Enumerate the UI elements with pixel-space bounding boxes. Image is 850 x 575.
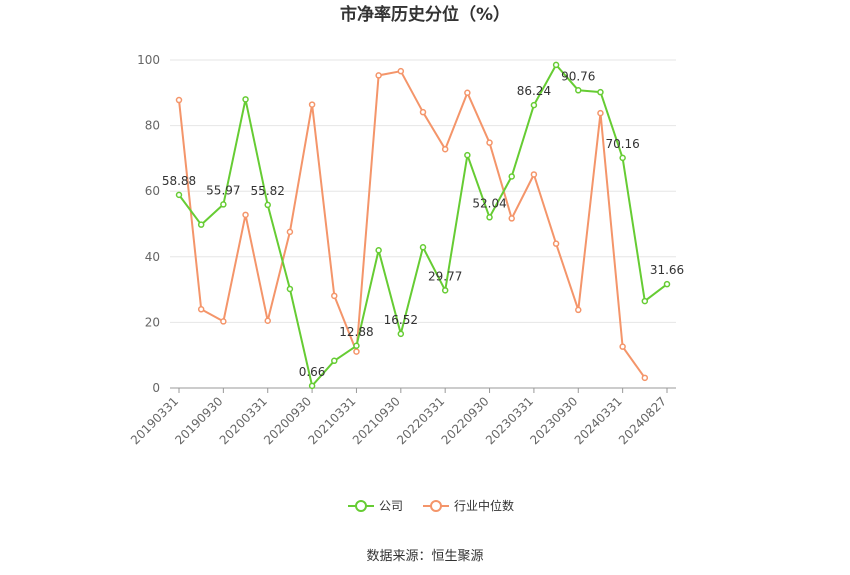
- series-point-1: [419, 108, 427, 116]
- series-point-1: [486, 139, 493, 146]
- series-point-0: [508, 173, 515, 180]
- series-line-1: [178, 70, 646, 379]
- series-point-1: [353, 348, 360, 355]
- series-point-0: [464, 151, 471, 159]
- series-point-0: [375, 246, 382, 254]
- y-tick-label: 60: [145, 184, 160, 198]
- series-point-1: [242, 211, 249, 219]
- source-note: 数据来源：恒生聚源: [366, 549, 483, 564]
- series-point-0: [397, 330, 405, 338]
- series-point-1: [308, 101, 316, 108]
- series-point-0: [331, 357, 338, 365]
- series-point-0: [530, 101, 538, 109]
- legend: 公司 行业中位数: [348, 498, 514, 513]
- series-point-0: [308, 382, 316, 390]
- series-point-0: [619, 154, 626, 162]
- chart-title: 市净率历史分位（%）: [340, 4, 510, 25]
- series-point-1: [597, 109, 604, 117]
- axes: 0204060801002019033120190930202003312020…: [128, 53, 676, 447]
- series-point-1: [397, 67, 405, 75]
- legend-label: 公司: [379, 499, 403, 513]
- series-point-0: [220, 201, 227, 208]
- series-point-1: [286, 228, 294, 236]
- series-point-0: [552, 61, 560, 69]
- series-point-0: [441, 287, 449, 294]
- series-point-0: [597, 88, 604, 96]
- data-label: 52.04: [472, 196, 506, 210]
- y-tick-label: 40: [145, 250, 160, 264]
- data-label: 86.24: [517, 84, 551, 98]
- series-point-0: [641, 297, 649, 305]
- series-point-1: [175, 96, 183, 104]
- x-tick-label: 20240827: [616, 394, 669, 447]
- series-point-0: [663, 280, 671, 288]
- y-tick-label: 80: [145, 119, 160, 133]
- series-point-1: [464, 89, 471, 97]
- legend-marker: [430, 500, 442, 512]
- series-point-0: [575, 87, 582, 94]
- data-label: 58.88: [162, 174, 196, 188]
- series-point-1: [441, 145, 449, 153]
- series-point-0: [419, 244, 427, 251]
- data-label: 29.77: [428, 269, 462, 283]
- series-point-0: [264, 201, 271, 209]
- data-labels: 58.88 55.97 55.82 0.66 12.88 16.52 29.77 52.04 8…: [162, 69, 684, 379]
- series-point-0: [242, 96, 249, 103]
- legend-marker: [355, 500, 367, 512]
- series-point-1: [575, 306, 582, 314]
- series-point-1: [220, 318, 227, 325]
- y-tick-label: 100: [137, 53, 160, 67]
- y-tick-label: 20: [145, 315, 160, 329]
- data-label: 16.52: [384, 313, 418, 327]
- data-label: 90.76: [561, 69, 595, 83]
- series-point-1: [264, 317, 271, 325]
- legend-label: 行业中位数: [454, 498, 514, 513]
- data-label: 12.88: [339, 325, 373, 339]
- series-point-1: [375, 72, 382, 79]
- data-label: 55.97: [206, 183, 240, 197]
- data-label: 31.66: [650, 263, 684, 277]
- series-point-0: [286, 285, 294, 293]
- series-point-1: [619, 343, 626, 350]
- series-layer: [175, 61, 671, 390]
- data-label: 55.82: [251, 184, 285, 198]
- legend-item-0: 公司: [348, 499, 403, 513]
- series-point-0: [353, 342, 360, 350]
- series-point-1: [331, 292, 338, 300]
- series-point-1: [552, 240, 560, 247]
- series-point-1: [641, 374, 649, 382]
- series-point-1: [508, 215, 515, 222]
- series-point-0: [175, 191, 183, 199]
- series-point-1: [197, 306, 205, 313]
- data-label: 70.16: [605, 137, 639, 151]
- data-label: 0.66: [299, 365, 326, 379]
- series-point-1: [530, 171, 538, 178]
- legend-item-1: 行业中位数: [423, 498, 514, 513]
- series-point-0: [486, 214, 493, 221]
- y-tick-label: 0: [152, 381, 160, 395]
- series-point-0: [197, 221, 205, 228]
